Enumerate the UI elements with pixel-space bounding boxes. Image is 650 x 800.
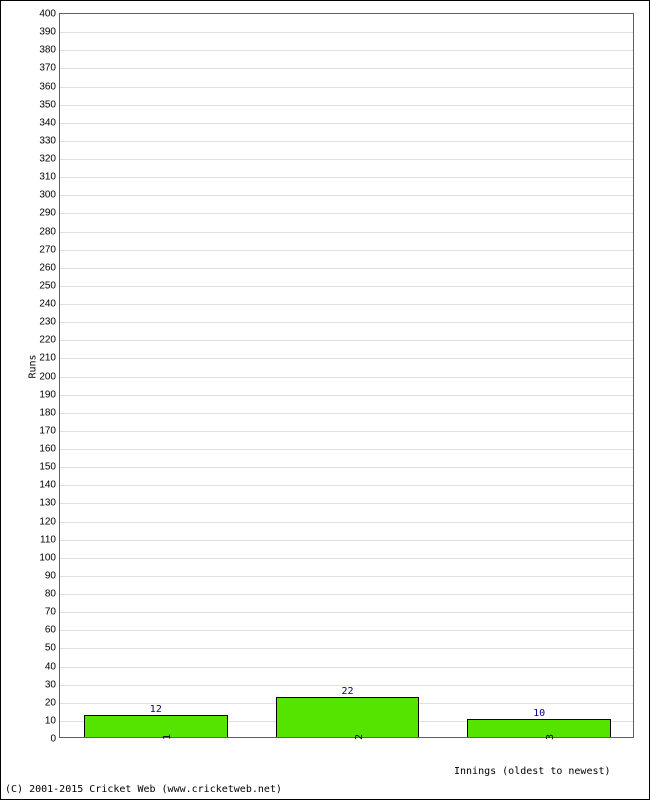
y-tick-label: 260 [39, 262, 60, 273]
bar-value-label: 10 [533, 708, 545, 721]
gridline [60, 213, 633, 214]
y-tick-label: 0 [50, 734, 60, 745]
copyright-text: (C) 2001-2015 Cricket Web (www.cricketwe… [5, 784, 282, 795]
gridline [60, 304, 633, 305]
y-tick-label: 10 [45, 715, 60, 726]
bar-value-label: 12 [150, 704, 162, 717]
y-tick-label: 210 [39, 353, 60, 364]
gridline [60, 612, 633, 613]
gridline [60, 413, 633, 414]
gridline [60, 87, 633, 88]
y-tick-label: 270 [39, 244, 60, 255]
gridline [60, 105, 633, 106]
gridline [60, 32, 633, 33]
gridline [60, 268, 633, 269]
gridline [60, 159, 633, 160]
y-tick-label: 310 [39, 172, 60, 183]
gridline [60, 68, 633, 69]
x-tick-label: 1 [156, 734, 173, 740]
gridline [60, 648, 633, 649]
gridline [60, 195, 633, 196]
gridline [60, 667, 633, 668]
gridline [60, 540, 633, 541]
plot-area: 0102030405060708090100110120130140150160… [59, 13, 634, 738]
y-tick-label: 290 [39, 208, 60, 219]
y-tick-label: 340 [39, 117, 60, 128]
y-tick-label: 120 [39, 516, 60, 527]
x-axis-label: Innings (oldest to newest) [454, 766, 611, 777]
y-tick-label: 230 [39, 317, 60, 328]
gridline [60, 141, 633, 142]
gridline [60, 576, 633, 577]
chart-container: 0102030405060708090100110120130140150160… [0, 0, 650, 800]
gridline [60, 449, 633, 450]
y-tick-label: 60 [45, 625, 60, 636]
y-tick-label: 320 [39, 154, 60, 165]
y-tick-label: 380 [39, 45, 60, 56]
gridline [60, 485, 633, 486]
y-tick-label: 90 [45, 570, 60, 581]
gridline [60, 286, 633, 287]
gridline [60, 522, 633, 523]
y-tick-label: 130 [39, 498, 60, 509]
gridline [60, 50, 633, 51]
bar [276, 697, 420, 737]
y-tick-label: 190 [39, 389, 60, 400]
y-tick-label: 240 [39, 299, 60, 310]
gridline [60, 558, 633, 559]
y-tick-label: 360 [39, 81, 60, 92]
gridline [60, 377, 633, 378]
y-tick-label: 200 [39, 371, 60, 382]
y-tick-label: 110 [40, 534, 60, 545]
y-tick-label: 390 [39, 27, 60, 38]
y-tick-label: 350 [39, 99, 60, 110]
gridline [60, 395, 633, 396]
gridline [60, 358, 633, 359]
gridline [60, 340, 633, 341]
bar-value-label: 22 [341, 686, 353, 699]
gridline [60, 503, 633, 504]
gridline [60, 177, 633, 178]
y-tick-label: 30 [45, 679, 60, 690]
y-tick-label: 100 [39, 552, 60, 563]
y-tick-label: 370 [39, 63, 60, 74]
y-tick-label: 50 [45, 643, 60, 654]
x-tick-label: 3 [539, 734, 556, 740]
y-tick-label: 40 [45, 661, 60, 672]
y-tick-label: 330 [39, 135, 60, 146]
y-tick-label: 80 [45, 589, 60, 600]
y-tick-label: 160 [39, 444, 60, 455]
y-tick-label: 280 [39, 226, 60, 237]
gridline [60, 322, 633, 323]
y-tick-label: 150 [39, 462, 60, 473]
x-tick-label: 2 [348, 734, 365, 740]
gridline [60, 250, 633, 251]
gridline [60, 630, 633, 631]
y-tick-label: 250 [39, 280, 60, 291]
y-axis-label: Runs [28, 354, 39, 378]
gridline [60, 123, 633, 124]
gridline [60, 467, 633, 468]
y-tick-label: 140 [39, 480, 60, 491]
gridline [60, 232, 633, 233]
y-tick-label: 300 [39, 190, 60, 201]
y-tick-label: 220 [39, 335, 60, 346]
gridline [60, 594, 633, 595]
y-tick-label: 400 [39, 9, 60, 20]
gridline [60, 431, 633, 432]
y-tick-label: 170 [39, 425, 60, 436]
y-tick-label: 20 [45, 697, 60, 708]
y-tick-label: 70 [45, 607, 60, 618]
y-tick-label: 180 [39, 407, 60, 418]
